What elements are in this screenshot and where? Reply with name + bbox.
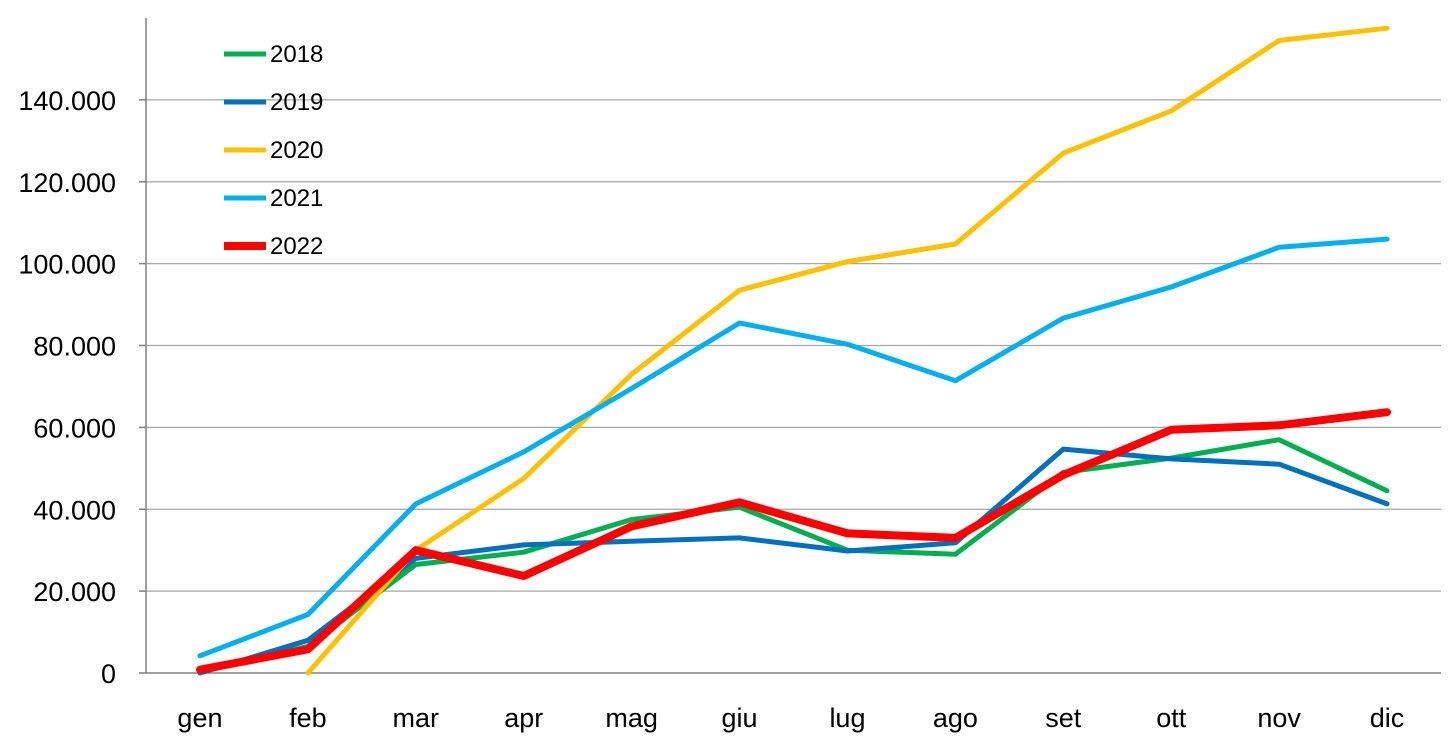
y-tick-label: 20.000 (33, 577, 116, 607)
legend-label: 2022 (270, 233, 323, 260)
series-line-2019 (197, 446, 1390, 676)
series-line-2021 (197, 236, 1390, 659)
x-tick-label: mar (393, 703, 440, 733)
series-line-2022 (196, 408, 1391, 674)
x-tick-label: ago (933, 703, 978, 733)
y-tick-label: 60.000 (33, 413, 116, 443)
legend-label: 2018 (270, 41, 323, 68)
y-tick-label: 120.000 (18, 168, 116, 198)
y-tick-label: 80.000 (33, 332, 116, 362)
x-tick-labels: gen feb mar apr mag giu lug ago set ott nov dic (177, 703, 1404, 733)
y-tick-label: 40.000 (33, 495, 116, 525)
y-tick-label: 140.000 (18, 86, 116, 116)
x-tick-label: giu (722, 703, 758, 733)
legend: 2018 2019 2020 2021 2022 (224, 41, 323, 260)
y-tick-label: 100.000 (18, 250, 116, 280)
gridlines (146, 99, 1441, 592)
legend-label: 2020 (270, 137, 323, 164)
x-tick-label: dic (1370, 703, 1405, 733)
legend-label: 2021 (270, 185, 323, 212)
legend-label: 2019 (270, 89, 323, 116)
series-line-2018 (197, 437, 1390, 675)
series-line-2020 (305, 25, 1390, 676)
x-tick-label: feb (289, 703, 327, 733)
x-tick-label: lug (829, 703, 865, 733)
x-tick-label: set (1045, 703, 1082, 733)
x-tick-label: nov (1257, 703, 1301, 733)
x-tick-label: apr (504, 703, 543, 733)
y-tick-labels: 0 20.000 40.000 60.000 80.000 100.000 120.000 1… (18, 86, 146, 689)
series-lines (196, 25, 1391, 676)
x-tick-label: gen (177, 703, 222, 733)
y-tick-label: 0 (101, 659, 116, 689)
x-tick-label: ott (1156, 703, 1187, 733)
x-tick-label: mag (605, 703, 658, 733)
